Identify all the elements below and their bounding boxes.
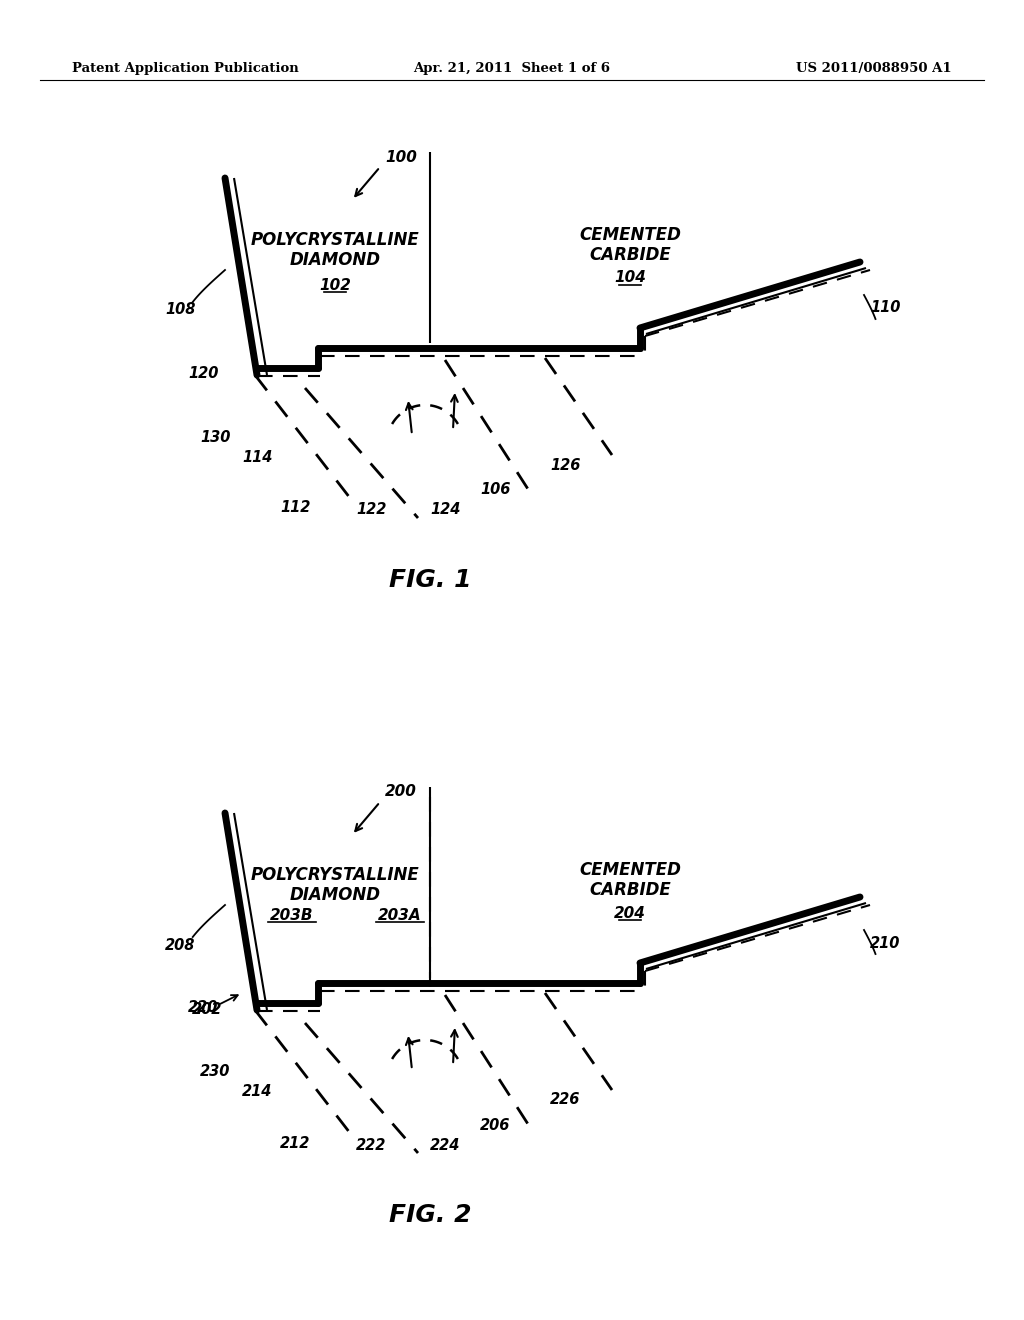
Text: 102: 102 (319, 277, 351, 293)
Text: 108: 108 (165, 302, 196, 318)
Text: 214: 214 (242, 1085, 272, 1100)
Text: POLYCRYSTALLINE: POLYCRYSTALLINE (251, 866, 420, 884)
Text: 230: 230 (200, 1064, 230, 1080)
Text: 224: 224 (430, 1138, 461, 1152)
Text: 206: 206 (480, 1118, 510, 1133)
Text: DIAMOND: DIAMOND (290, 886, 381, 904)
Text: 203A: 203A (378, 908, 422, 923)
Text: 112: 112 (280, 500, 310, 516)
Text: 100: 100 (385, 149, 417, 165)
Text: 114: 114 (242, 450, 272, 465)
Text: 200: 200 (385, 784, 417, 800)
Text: CEMENTED: CEMENTED (579, 861, 681, 879)
Text: 104: 104 (614, 271, 646, 285)
Text: 202: 202 (193, 1002, 222, 1018)
Text: 226: 226 (550, 1093, 581, 1107)
Text: CARBIDE: CARBIDE (589, 880, 671, 899)
Text: DIAMOND: DIAMOND (290, 251, 381, 269)
Text: 210: 210 (870, 936, 900, 950)
Text: US 2011/0088950 A1: US 2011/0088950 A1 (797, 62, 952, 75)
Text: 203B: 203B (270, 908, 313, 923)
Text: 106: 106 (480, 483, 510, 498)
Text: Patent Application Publication: Patent Application Publication (72, 62, 299, 75)
Text: 122: 122 (356, 503, 386, 517)
Text: 208: 208 (165, 937, 196, 953)
Text: 120: 120 (188, 366, 218, 380)
Text: FIG. 1: FIG. 1 (389, 568, 471, 591)
Text: FIG. 2: FIG. 2 (389, 1203, 471, 1228)
Text: 222: 222 (356, 1138, 386, 1152)
Text: 204: 204 (614, 906, 646, 920)
Text: CEMENTED: CEMENTED (579, 226, 681, 244)
Text: Apr. 21, 2011  Sheet 1 of 6: Apr. 21, 2011 Sheet 1 of 6 (414, 62, 610, 75)
Text: 124: 124 (430, 503, 461, 517)
Text: 212: 212 (280, 1135, 310, 1151)
Text: 110: 110 (870, 301, 900, 315)
Text: POLYCRYSTALLINE: POLYCRYSTALLINE (251, 231, 420, 249)
Text: 126: 126 (550, 458, 581, 473)
Text: 130: 130 (200, 429, 230, 445)
Text: CARBIDE: CARBIDE (589, 246, 671, 264)
Text: 220: 220 (188, 1001, 218, 1015)
